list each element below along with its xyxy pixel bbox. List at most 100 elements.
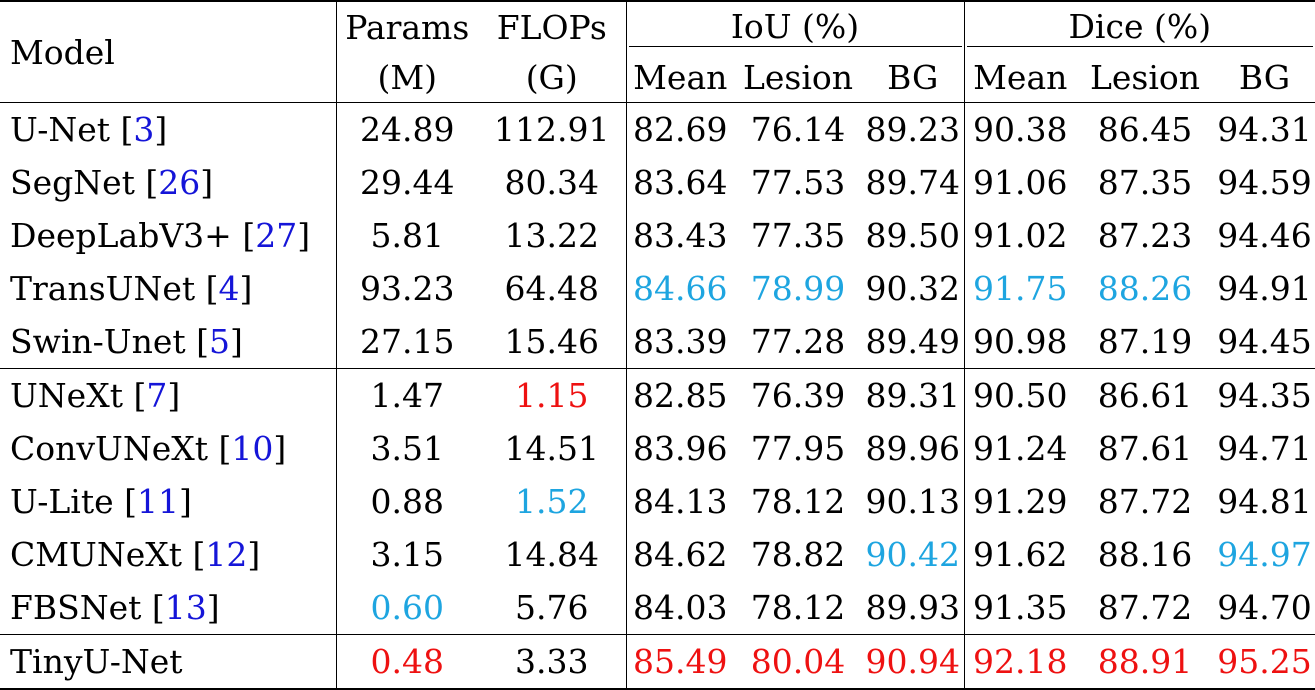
header-iou-lesion: Lesion	[742, 57, 854, 97]
header-params: Params	[336, 0, 478, 52]
model-label: U-Net	[10, 110, 121, 149]
dice-lesion-value: 87.61	[1097, 429, 1193, 468]
dice-mean-value: 91.06	[973, 163, 1068, 202]
citation-link[interactable]: [3]	[120, 110, 168, 149]
dice-bg-value: 94.35	[1214, 368, 1315, 422]
model-name: TinyU-Net	[0, 634, 337, 690]
flops-value: 112.91	[478, 102, 627, 156]
iou-mean-value: 83.64	[633, 163, 728, 202]
iou-bg-value: 90.94	[862, 634, 965, 690]
iou-bg-value: 90.13	[862, 475, 965, 528]
dice-lesion-value: 88.26	[1097, 269, 1193, 308]
params-value: 3.51	[370, 429, 444, 468]
flops-value: 3.33	[478, 634, 627, 690]
citation-link[interactable]: [10]	[218, 429, 287, 468]
dice-bg-value: 94.70	[1217, 588, 1312, 627]
params-value: 24.89	[336, 102, 478, 156]
model-name: CMUNeXt [12]	[0, 528, 337, 581]
dice-mean-value: 91.75	[973, 269, 1068, 308]
flops-value: 14.51	[478, 422, 627, 475]
citation-link[interactable]: [13]	[151, 588, 220, 627]
dice-mean-value: 92.18	[964, 634, 1076, 690]
params-value: 0.48	[336, 634, 478, 690]
params-value: 3.15	[370, 535, 444, 574]
citation-link[interactable]: [7]	[133, 376, 181, 415]
citation-link[interactable]: [27]	[242, 216, 311, 255]
iou-lesion-value: 77.35	[750, 216, 846, 255]
iou-bg-value: 90.32	[862, 262, 965, 315]
citation-link[interactable]: [26]	[145, 163, 214, 202]
model-name: SegNet [26]	[0, 156, 337, 209]
dice-mean-value: 91.62	[973, 535, 1068, 574]
dice-lesion-value: 87.19	[1097, 322, 1193, 361]
iou-mean-value: 84.13	[633, 482, 728, 521]
model-label: TinyU-Net	[10, 642, 183, 681]
model-label: Swin-Unet	[10, 322, 197, 361]
flops-value: 5.76	[478, 581, 627, 635]
table-row: SegNet [26] 29.44 80.34 83.64 77.53 89.74 91.0…	[0, 156, 1315, 209]
model-label: ConvUNeXt	[10, 429, 219, 468]
table-row: CMUNeXt [12] 3.15 14.84 84.62 78.82 90.42 91.6…	[0, 528, 1315, 581]
iou-bg-value: 89.23	[862, 102, 965, 156]
model-label: CMUNeXt	[10, 535, 193, 574]
iou-mean-value: 84.62	[633, 535, 728, 574]
dice-lesion-value: 87.72	[1097, 588, 1193, 627]
model-name: U-Lite [11]	[0, 475, 337, 528]
flops-value: 15.46	[478, 315, 627, 369]
table-row: U-Net [3] 24.89 112.91 82.69 76.14 89.23 90.38…	[0, 102, 1315, 156]
iou-bg-value: 90.42	[862, 528, 965, 581]
iou-lesion-value: 77.53	[750, 163, 846, 202]
iou-lesion-value: 78.99	[750, 269, 846, 308]
model-label: UNeXt	[10, 376, 134, 415]
iou-lesion-value: 77.28	[750, 322, 846, 361]
iou-lesion-value: 78.12	[750, 482, 846, 521]
dice-bg-value: 94.71	[1217, 429, 1312, 468]
citation-link[interactable]: [4]	[205, 269, 253, 308]
iou-bg-value: 89.31	[862, 368, 965, 422]
dice-bg-value: 95.25	[1214, 634, 1315, 690]
header-flops-unit: (G)	[478, 52, 627, 103]
citation-link[interactable]: [12]	[192, 535, 261, 574]
flops-value: 80.34	[478, 156, 627, 209]
iou-bg-value: 89.96	[862, 422, 965, 475]
header-dice-group: Dice (%)	[964, 0, 1315, 52]
dice-lesion-value: 88.91	[1076, 634, 1214, 690]
iou-mean-value: 84.66	[633, 269, 728, 308]
iou-lesion-value: 76.39	[734, 368, 862, 422]
params-value: 0.88	[370, 482, 444, 521]
header-iou-bg: BG	[862, 52, 965, 103]
model-name: U-Net [3]	[0, 102, 337, 156]
flops-value: 1.15	[478, 368, 627, 422]
params-value: 1.47	[336, 368, 478, 422]
citation-link[interactable]: [11]	[124, 482, 192, 521]
model-label: U-Lite	[10, 482, 125, 521]
table-row: TinyU-Net 0.48 3.33 85.49 80.04 90.94 92.18 88.…	[0, 634, 1315, 690]
header-iou-group: IoU (%)	[626, 0, 965, 52]
dice-mean-value: 91.29	[973, 482, 1068, 521]
model-name: TransUNet [4]	[0, 262, 337, 315]
citation-link[interactable]: [5]	[196, 322, 243, 361]
params-value: 5.81	[370, 216, 444, 255]
model-label: FBSNet	[10, 588, 152, 627]
table-row: Swin-Unet [5] 27.15 15.46 83.39 77.28 89.49 90…	[0, 315, 1315, 369]
dice-lesion-value: 86.45	[1076, 102, 1214, 156]
iou-mean-value: 83.96	[633, 429, 728, 468]
model-label: SegNet	[10, 163, 146, 202]
params-value: 27.15	[360, 322, 455, 361]
dice-bg-value: 94.59	[1217, 163, 1312, 202]
header-dice-lesion: Lesion	[1089, 57, 1201, 97]
header-dice-bg: BG	[1238, 57, 1291, 97]
dice-lesion-value: 87.35	[1097, 163, 1193, 202]
dice-bg-value: 94.81	[1217, 482, 1312, 521]
header-dice-mean: Mean	[973, 57, 1068, 97]
model-label: TransUNet	[10, 269, 206, 308]
dice-mean-value: 90.38	[964, 102, 1076, 156]
dice-lesion-value: 87.72	[1097, 482, 1193, 521]
table-row: DeepLabV3+ [27] 5.81 13.22 83.43 77.35 89.50 9…	[0, 209, 1315, 262]
model-name: FBSNet [13]	[0, 581, 337, 635]
dice-lesion-value: 87.23	[1097, 216, 1193, 255]
iou-lesion-value: 77.95	[750, 429, 846, 468]
dice-lesion-value: 88.16	[1097, 535, 1193, 574]
iou-lesion-value: 76.14	[734, 102, 862, 156]
model-name: Swin-Unet [5]	[0, 315, 337, 369]
